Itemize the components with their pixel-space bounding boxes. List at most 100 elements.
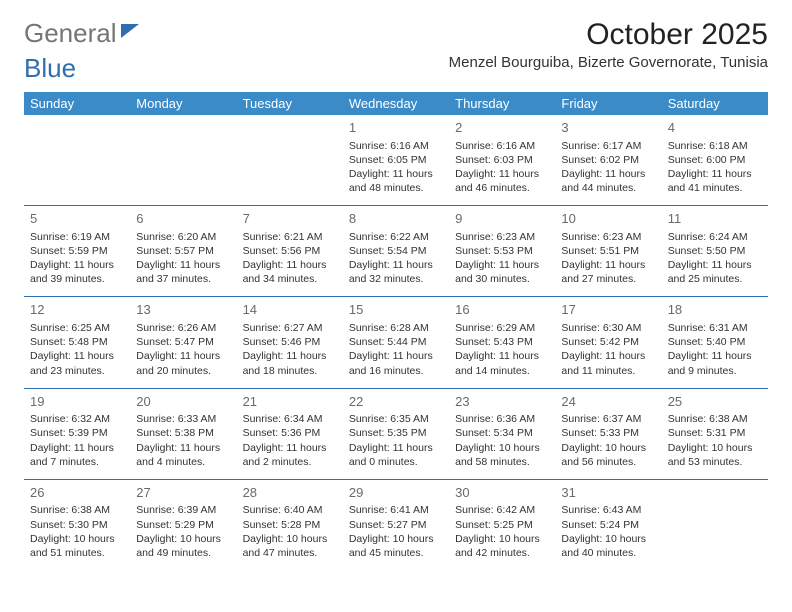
calendar-day-cell: [662, 479, 768, 570]
calendar-day-cell: 26Sunrise: 6:38 AMSunset: 5:30 PMDayligh…: [24, 479, 130, 570]
calendar-day-cell: 17Sunrise: 6:30 AMSunset: 5:42 PMDayligh…: [555, 297, 661, 388]
day-number: 7: [243, 210, 337, 228]
calendar-week-row: 26Sunrise: 6:38 AMSunset: 5:30 PMDayligh…: [24, 479, 768, 570]
calendar-day-cell: 28Sunrise: 6:40 AMSunset: 5:28 PMDayligh…: [237, 479, 343, 570]
day-number: 14: [243, 301, 337, 319]
day-number: 25: [668, 393, 762, 411]
sunrise-line: Sunrise: 6:38 AM: [30, 503, 124, 517]
sunset-line: Sunset: 5:39 PM: [30, 426, 124, 440]
sunset-line: Sunset: 5:53 PM: [455, 244, 549, 258]
calendar-table: Sunday Monday Tuesday Wednesday Thursday…: [24, 92, 768, 570]
sunset-line: Sunset: 5:35 PM: [349, 426, 443, 440]
day-number: 18: [668, 301, 762, 319]
sunrise-line: Sunrise: 6:25 AM: [30, 321, 124, 335]
day-number: 24: [561, 393, 655, 411]
daylight-line: Daylight: 10 hours and 49 minutes.: [136, 532, 230, 560]
day-number: 13: [136, 301, 230, 319]
day-number: 31: [561, 484, 655, 502]
day-number: 5: [30, 210, 124, 228]
sunrise-line: Sunrise: 6:18 AM: [668, 139, 762, 153]
calendar-day-cell: 23Sunrise: 6:36 AMSunset: 5:34 PMDayligh…: [449, 388, 555, 479]
day-number: 19: [30, 393, 124, 411]
sunset-line: Sunset: 6:05 PM: [349, 153, 443, 167]
calendar-day-cell: 31Sunrise: 6:43 AMSunset: 5:24 PMDayligh…: [555, 479, 661, 570]
daylight-line: Daylight: 11 hours and 20 minutes.: [136, 349, 230, 377]
calendar-day-cell: 2Sunrise: 6:16 AMSunset: 6:03 PMDaylight…: [449, 115, 555, 206]
calendar-day-cell: 18Sunrise: 6:31 AMSunset: 5:40 PMDayligh…: [662, 297, 768, 388]
sunset-line: Sunset: 5:56 PM: [243, 244, 337, 258]
calendar-day-cell: 9Sunrise: 6:23 AMSunset: 5:53 PMDaylight…: [449, 206, 555, 297]
sunrise-line: Sunrise: 6:35 AM: [349, 412, 443, 426]
sunset-line: Sunset: 5:31 PM: [668, 426, 762, 440]
calendar-day-cell: 16 Sunrise: 6:29 AMSunset: 5:43 PMDayligh…: [449, 297, 555, 388]
calendar-day-cell: 8Sunrise: 6:22 AMSunset: 5:54 PMDaylight…: [343, 206, 449, 297]
sunrise-line: Sunrise: 6:20 AM: [136, 230, 230, 244]
logo: General: [24, 18, 141, 49]
sunset-line: Sunset: 5:28 PM: [243, 518, 337, 532]
day-number: 30: [455, 484, 549, 502]
weekday-header-row: Sunday Monday Tuesday Wednesday Thursday…: [24, 92, 768, 115]
daylight-line: Daylight: 11 hours and 41 minutes.: [668, 167, 762, 195]
sunrise-line: Sunrise: 6:34 AM: [243, 412, 337, 426]
calendar-day-cell: 24Sunrise: 6:37 AMSunset: 5:33 PMDayligh…: [555, 388, 661, 479]
calendar-day-cell: 12Sunrise: 6:25 AMSunset: 5:48 PMDayligh…: [24, 297, 130, 388]
sunset-line: Sunset: 5:43 PM: [455, 335, 549, 349]
calendar-day-cell: [237, 115, 343, 206]
day-number: 17: [561, 301, 655, 319]
sunrise-line: Sunrise: 6:23 AM: [561, 230, 655, 244]
sunrise-line: Sunrise: 6:16 AM: [349, 139, 443, 153]
calendar-week-row: 19Sunrise: 6:32 AMSunset: 5:39 PMDayligh…: [24, 388, 768, 479]
sunset-line: Sunset: 5:25 PM: [455, 518, 549, 532]
sunset-line: Sunset: 5:40 PM: [668, 335, 762, 349]
sunset-line: Sunset: 5:27 PM: [349, 518, 443, 532]
page-title: October 2025: [449, 18, 768, 52]
day-number: 2: [455, 119, 549, 137]
col-friday: Friday: [555, 92, 661, 115]
col-thursday: Thursday: [449, 92, 555, 115]
sunset-line: Sunset: 5:30 PM: [30, 518, 124, 532]
daylight-line: Daylight: 11 hours and 30 minutes.: [455, 258, 549, 286]
calendar-day-cell: 15Sunrise: 6:28 AMSunset: 5:44 PMDayligh…: [343, 297, 449, 388]
day-number: 6: [136, 210, 230, 228]
sunrise-line: Sunrise: 6:40 AM: [243, 503, 337, 517]
sunrise-line: Sunrise: 6:33 AM: [136, 412, 230, 426]
day-number: 26: [30, 484, 124, 502]
daylight-line: Daylight: 11 hours and 25 minutes.: [668, 258, 762, 286]
sunset-line: Sunset: 5:36 PM: [243, 426, 337, 440]
daylight-line: Daylight: 11 hours and 11 minutes.: [561, 349, 655, 377]
daylight-line: Daylight: 10 hours and 51 minutes.: [30, 532, 124, 560]
day-number: 16: [455, 301, 549, 319]
daylight-line: Daylight: 10 hours and 53 minutes.: [668, 441, 762, 469]
col-wednesday: Wednesday: [343, 92, 449, 115]
sunrise-line: Sunrise: 6:42 AM: [455, 503, 549, 517]
day-number: 12: [30, 301, 124, 319]
sunrise-line: Sunrise: 6:28 AM: [349, 321, 443, 335]
daylight-line: Daylight: 11 hours and 16 minutes.: [349, 349, 443, 377]
sunset-line: Sunset: 5:51 PM: [561, 244, 655, 258]
calendar-day-cell: 20Sunrise: 6:33 AMSunset: 5:38 PMDayligh…: [130, 388, 236, 479]
day-number: 23: [455, 393, 549, 411]
daylight-line: Daylight: 11 hours and 23 minutes.: [30, 349, 124, 377]
sunset-line: Sunset: 5:57 PM: [136, 244, 230, 258]
page-subtitle: Menzel Bourguiba, Bizerte Governorate, T…: [449, 54, 768, 71]
sunrise-line: Sunrise: 6:22 AM: [349, 230, 443, 244]
day-number: 22: [349, 393, 443, 411]
sunset-line: Sunset: 6:00 PM: [668, 153, 762, 167]
daylight-line: Daylight: 10 hours and 40 minutes.: [561, 532, 655, 560]
title-block: October 2025 Menzel Bourguiba, Bizerte G…: [449, 18, 768, 71]
sunrise-line: Sunrise: 6:29 AM: [455, 321, 549, 335]
daylight-line: Daylight: 11 hours and 37 minutes.: [136, 258, 230, 286]
daylight-line: Daylight: 10 hours and 42 minutes.: [455, 532, 549, 560]
calendar-day-cell: 27Sunrise: 6:39 AMSunset: 5:29 PMDayligh…: [130, 479, 236, 570]
calendar-day-cell: 3Sunrise: 6:17 AMSunset: 6:02 PMDaylight…: [555, 115, 661, 206]
calendar-day-cell: 10Sunrise: 6:23 AMSunset: 5:51 PMDayligh…: [555, 206, 661, 297]
calendar-day-cell: 11Sunrise: 6:24 AMSunset: 5:50 PMDayligh…: [662, 206, 768, 297]
col-sunday: Sunday: [24, 92, 130, 115]
sunrise-line: Sunrise: 6:41 AM: [349, 503, 443, 517]
col-monday: Monday: [130, 92, 236, 115]
calendar-day-cell: 14Sunrise: 6:27 AMSunset: 5:46 PMDayligh…: [237, 297, 343, 388]
day-number: 29: [349, 484, 443, 502]
sunrise-line: Sunrise: 6:26 AM: [136, 321, 230, 335]
daylight-line: Daylight: 11 hours and 14 minutes.: [455, 349, 549, 377]
calendar-week-row: 5Sunrise: 6:19 AMSunset: 5:59 PMDaylight…: [24, 206, 768, 297]
